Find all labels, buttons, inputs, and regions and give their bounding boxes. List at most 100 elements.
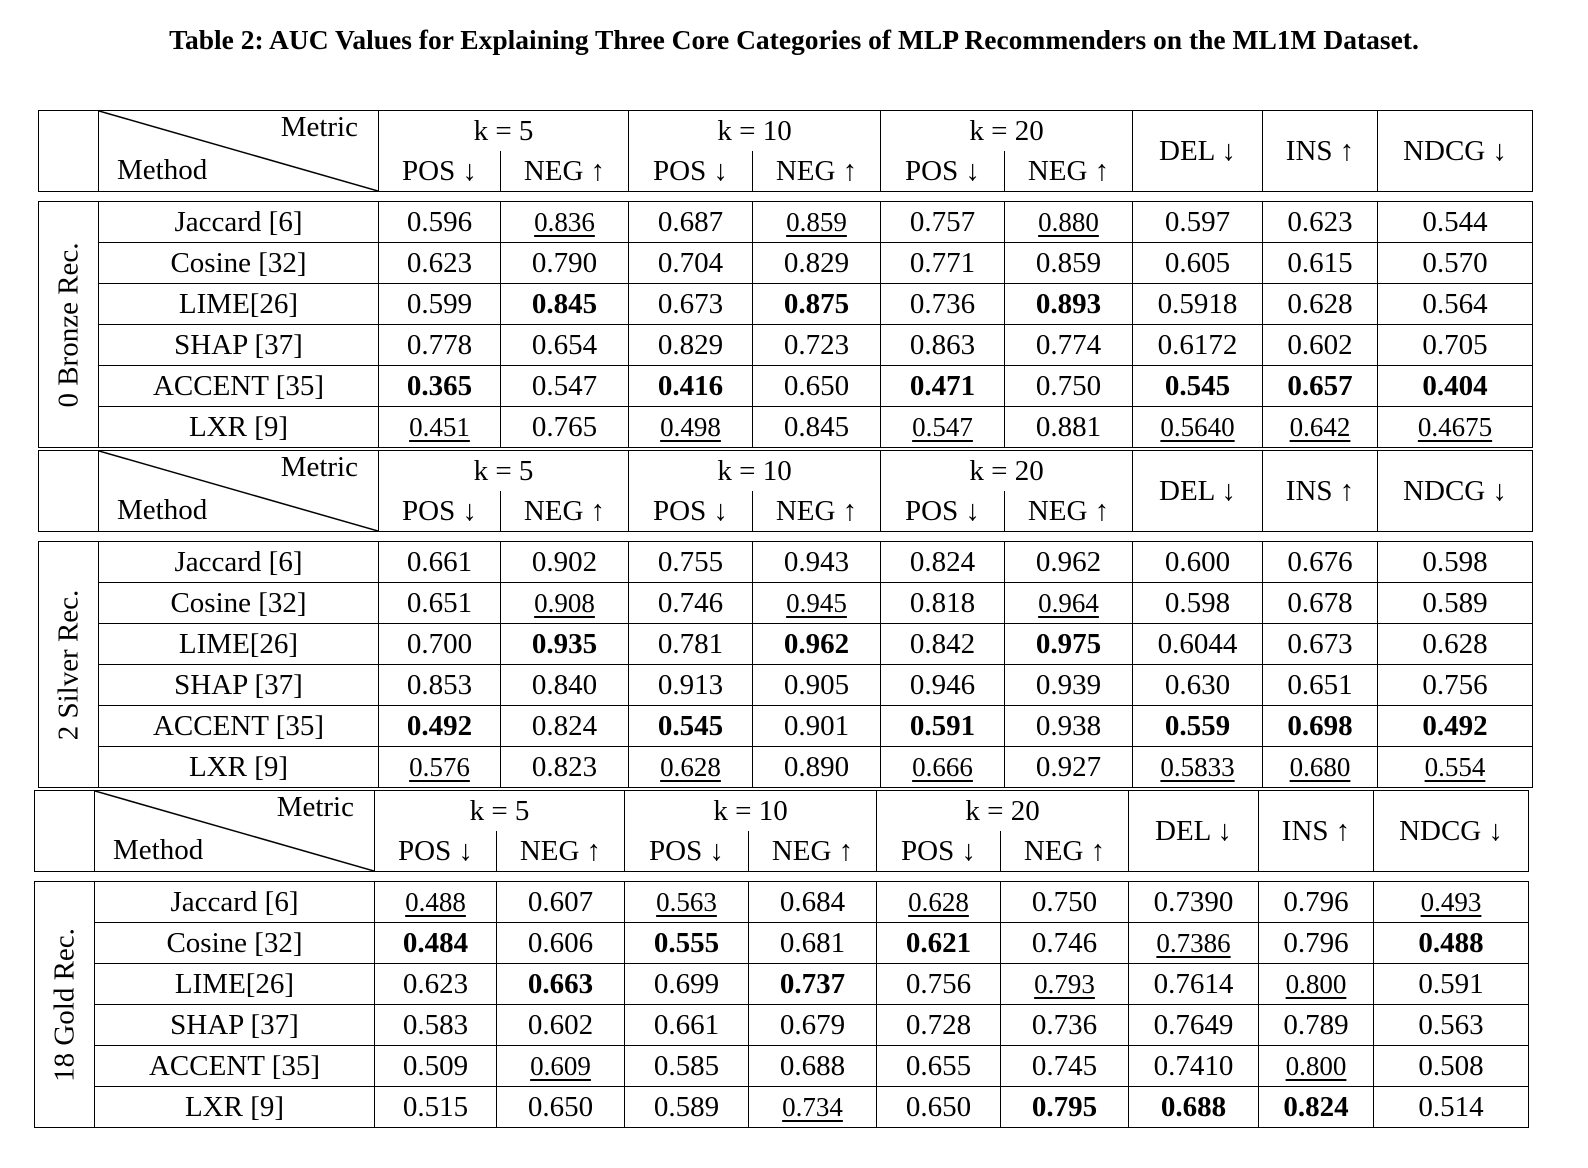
value-text: 0.902 xyxy=(531,545,598,578)
value-text: 0.745 xyxy=(1031,1049,1098,1082)
value-text: 0.655 xyxy=(905,1049,972,1082)
value-cell: 0.547 xyxy=(880,406,1005,448)
table-row: LXR [9] 0.576 0.823 0.628 0.890 0.666 0.927 0.5… xyxy=(39,746,1533,788)
value-cell: 0.845 xyxy=(752,406,881,448)
value-cell: 0.962 xyxy=(752,623,881,665)
value-text: 0.859 xyxy=(786,206,847,237)
value-text: 0.687 xyxy=(657,205,724,238)
value-cell: 0.544 xyxy=(1377,201,1533,243)
neg-header: NEG ↑ xyxy=(752,491,882,532)
value-text: 0.863 xyxy=(909,328,976,361)
value-cell: 0.7390 xyxy=(1128,881,1259,923)
value-cell: 0.554 xyxy=(1377,746,1533,788)
value-cell: 0.602 xyxy=(496,1004,625,1046)
value-cell: 0.881 xyxy=(1004,406,1133,448)
value-text: 0.796 xyxy=(1283,926,1349,959)
value-cell: 0.688 xyxy=(748,1045,877,1087)
value-text: 0.688 xyxy=(779,1049,846,1082)
value-text: 0.451 xyxy=(409,411,470,442)
value-text: 0.750 xyxy=(1035,369,1102,402)
value-cell: 0.795 xyxy=(1000,1086,1129,1128)
value-cell: 0.765 xyxy=(500,406,629,448)
value-cell: 0.451 xyxy=(378,406,501,448)
table-row: 2 Silver Rec. Jaccard [6] 0.661 0.902 0.755 0… xyxy=(38,541,1533,788)
k-group-header: k = 20 xyxy=(876,790,1130,831)
value-cell: 0.796 xyxy=(1258,922,1374,964)
value-cell: 0.818 xyxy=(880,582,1005,624)
value-text: 0.547 xyxy=(912,411,973,442)
value-text: 0.939 xyxy=(1035,668,1102,701)
value-text: 0.545 xyxy=(1164,369,1231,402)
value-cell: 0.901 xyxy=(752,705,881,747)
value-text: 0.890 xyxy=(783,750,850,783)
ndcg-header: NDCG ↓ xyxy=(1373,790,1530,872)
method-name: ACCENT [35] xyxy=(94,1045,375,1087)
value-text: 0.661 xyxy=(406,545,473,578)
value-cell: 0.5640 xyxy=(1132,406,1263,448)
value-text: 0.755 xyxy=(657,545,724,578)
method-name: LIME[26] xyxy=(98,283,379,325)
value-text: 0.765 xyxy=(531,410,598,443)
method-name: SHAP [37] xyxy=(98,664,379,706)
metric-label: Metric xyxy=(280,111,358,143)
value-text: 0.591 xyxy=(1418,967,1484,1000)
value-cell: 0.728 xyxy=(876,1004,1001,1046)
value-cell: 0.880 xyxy=(1004,201,1133,243)
value-cell: 0.964 xyxy=(1004,582,1133,624)
value-cell: 0.736 xyxy=(880,283,1005,325)
value-text: 0.488 xyxy=(1418,926,1484,959)
value-cell: 0.796 xyxy=(1258,881,1374,923)
section-label-cell: 0 Bronze Rec. xyxy=(38,201,99,448)
neg-header: NEG ↑ xyxy=(1004,491,1134,532)
value-text: 0.845 xyxy=(531,287,598,320)
value-text: 0.642 xyxy=(1289,411,1351,442)
value-cell: 0.905 xyxy=(752,664,881,706)
value-text: 0.5640 xyxy=(1160,411,1235,442)
value-text: 0.823 xyxy=(531,750,598,783)
value-text: 0.681 xyxy=(779,926,846,959)
section-label: 18 Gold Rec. xyxy=(48,927,80,1082)
value-cell: 0.508 xyxy=(1373,1045,1529,1087)
value-cell: 0.790 xyxy=(500,242,629,284)
value-cell: 0.927 xyxy=(1004,746,1133,788)
value-text: 0.795 xyxy=(1031,1090,1098,1123)
value-cell: 0.737 xyxy=(748,963,877,1005)
table-row: LIME[26] 0.599 0.845 0.673 0.875 0.736 0.893 0.… xyxy=(39,283,1533,325)
value-cell: 0.650 xyxy=(496,1086,625,1128)
value-cell: 0.642 xyxy=(1262,406,1378,448)
value-text: 0.628 xyxy=(1287,287,1353,320)
value-text: 0.404 xyxy=(1422,369,1488,402)
method-label: Method xyxy=(117,154,208,186)
value-cell: 0.859 xyxy=(752,201,881,243)
data-block: 2 Silver Rec. Jaccard [6] 0.661 0.902 0.755 0… xyxy=(38,541,1533,788)
value-text: 0.492 xyxy=(406,709,473,742)
method-name: LXR [9] xyxy=(98,746,379,788)
value-cell: 0.700 xyxy=(378,623,501,665)
del-header: DEL ↓ xyxy=(1132,450,1264,532)
value-cell: 0.563 xyxy=(1373,1004,1529,1046)
k-group-header: k = 5 xyxy=(377,450,630,491)
method-name: LIME[26] xyxy=(94,963,375,1005)
value-cell: 0.7614 xyxy=(1128,963,1259,1005)
value-text: 0.938 xyxy=(1035,709,1102,742)
pos-header: POS ↓ xyxy=(880,491,1006,532)
value-text: 0.935 xyxy=(531,627,598,660)
table-row: LXR [9] 0.451 0.765 0.498 0.845 0.547 0.881 0.5… xyxy=(39,406,1533,448)
method-name: Jaccard [6] xyxy=(98,201,379,243)
neg-header: NEG ↑ xyxy=(1000,831,1130,872)
value-text: 0.875 xyxy=(783,287,850,320)
value-cell: 0.493 xyxy=(1373,881,1529,923)
value-cell: 0.840 xyxy=(500,664,629,706)
value-text: 0.901 xyxy=(783,709,850,742)
value-cell: 0.7386 xyxy=(1128,922,1259,964)
neg-header: NEG ↑ xyxy=(1004,151,1134,192)
value-cell: 0.598 xyxy=(1377,541,1533,583)
value-text: 0.607 xyxy=(527,885,594,918)
value-text: 0.591 xyxy=(909,709,976,742)
value-text: 0.818 xyxy=(909,586,976,619)
value-text: 0.628 xyxy=(660,751,721,782)
value-cell: 0.823 xyxy=(500,746,629,788)
value-cell: 0.756 xyxy=(1377,664,1533,706)
value-text: 0.746 xyxy=(1031,926,1098,959)
value-cell: 0.623 xyxy=(378,242,501,284)
